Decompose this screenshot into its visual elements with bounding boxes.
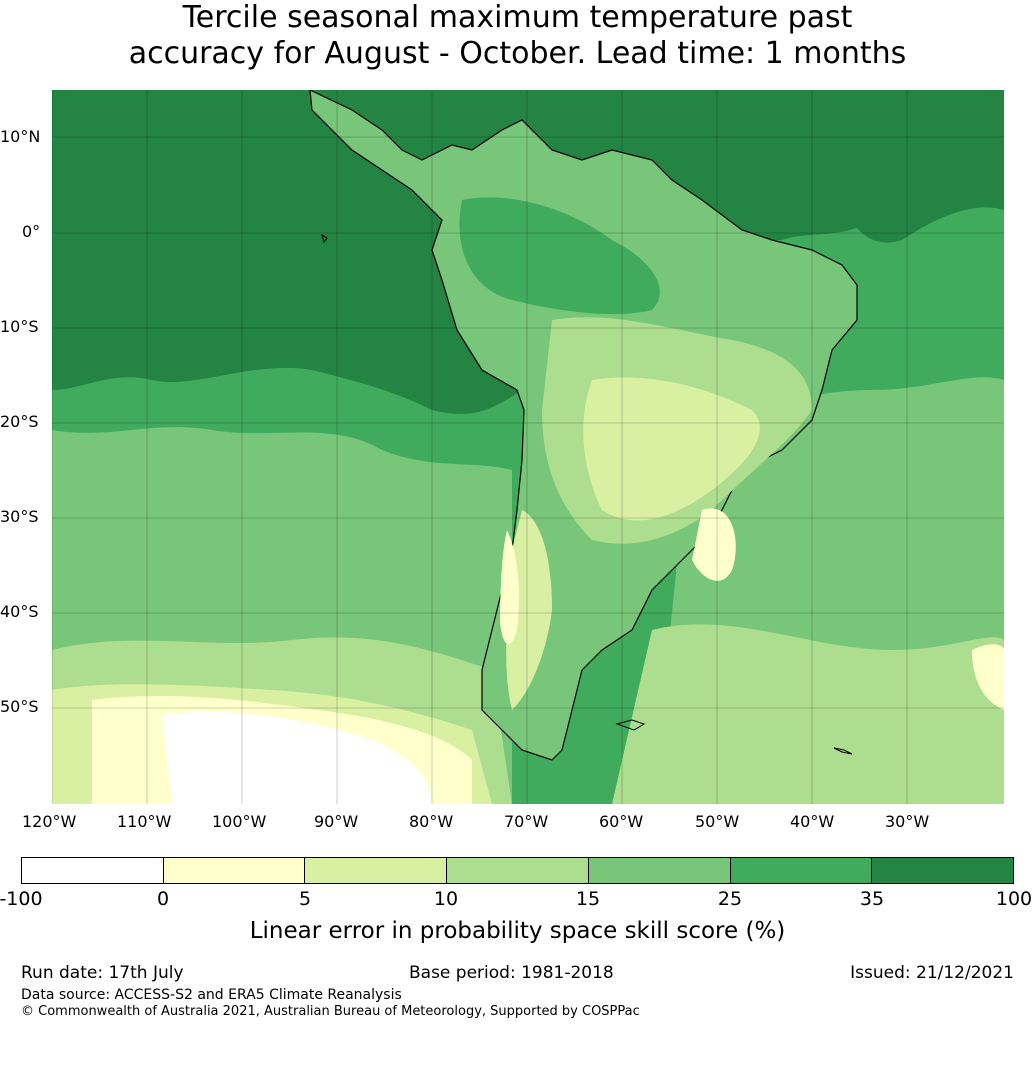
title-line-1: Tercile seasonal maximum temperature pas…: [182, 0, 853, 35]
south-georgia: [833, 747, 853, 755]
colorbar-segment: [447, 858, 589, 883]
title-line-2: accuracy for August - October. Lead time…: [128, 36, 907, 71]
base-period: Base period: 1981-2018: [409, 963, 614, 983]
lon-label-80w: 80°W: [409, 812, 454, 831]
colorbar-segment: [305, 858, 448, 883]
pale-region-south-atlantic: [972, 644, 1004, 710]
lat-label-10n: 10°N: [0, 127, 41, 146]
light-region-south-atlantic: [612, 624, 1004, 804]
colorbar-tick: 10: [433, 888, 459, 910]
colorbar-segment: [872, 858, 1014, 883]
colorbar-tick: 25: [717, 888, 743, 910]
lat-label-20s: 20°S: [0, 412, 39, 431]
lon-label-100w: 100°W: [212, 812, 267, 831]
interior-white-chile: [500, 530, 519, 644]
colorbar-tick: 0: [156, 888, 170, 910]
lat-label-0: 0°: [22, 222, 41, 241]
lon-label-70w: 70°W: [504, 812, 549, 831]
lon-label-120w: 120°W: [22, 812, 77, 831]
copyright-notice: © Commonwealth of Australia 2021, Austra…: [21, 1004, 640, 1019]
lat-label-30s: 30°S: [0, 507, 39, 526]
lat-label-40s: 40°S: [0, 602, 39, 621]
colorbar-tick: 100: [995, 888, 1033, 910]
colorbar-segment: [22, 858, 164, 883]
skill-score-map: [52, 90, 1004, 804]
lat-label-50s: 50°S: [0, 697, 39, 716]
lon-label-110w: 110°W: [117, 812, 172, 831]
data-source: Data source: ACCESS-S2 and ERA5 Climate …: [21, 987, 402, 1003]
lon-label-50w: 50°W: [695, 812, 740, 831]
colorbar-label: Linear error in probability space skill …: [249, 918, 786, 944]
lon-label-60w: 60°W: [599, 812, 644, 831]
interior-pale-uruguay: [692, 508, 736, 581]
issued-date: Issued: 21/12/2021: [850, 963, 1014, 983]
interior-dark-amazon: [459, 197, 660, 315]
falkland-islands: [615, 719, 646, 731]
lon-label-90w: 90°W: [314, 812, 359, 831]
colorbar-segment: [588, 858, 731, 883]
lat-label-10s: 10°S: [0, 317, 39, 336]
dark-region-atlantic: [842, 90, 1004, 243]
colorbar-tick: -100: [0, 888, 43, 910]
run-date: Run date: 17th July: [21, 963, 184, 983]
white-region-south-pacific: [162, 711, 432, 804]
graticule: [52, 90, 1004, 804]
colorbar-tick: 35: [859, 888, 885, 910]
interior-lighter-brazil: [583, 377, 760, 521]
lon-label-40w: 40°W: [790, 812, 835, 831]
interior-pale-argentina: [506, 510, 552, 710]
colorbar-tick: 5: [298, 888, 312, 910]
chart-title: Tercile seasonal maximum temperature pas…: [0, 0, 1035, 72]
colorbar: [21, 857, 1014, 884]
colorbar-segment: [163, 858, 306, 883]
galapagos: [321, 233, 328, 244]
colorbar-tick: 15: [575, 888, 601, 910]
colorbar-segment: [730, 858, 873, 883]
lon-label-30w: 30°W: [885, 812, 930, 831]
